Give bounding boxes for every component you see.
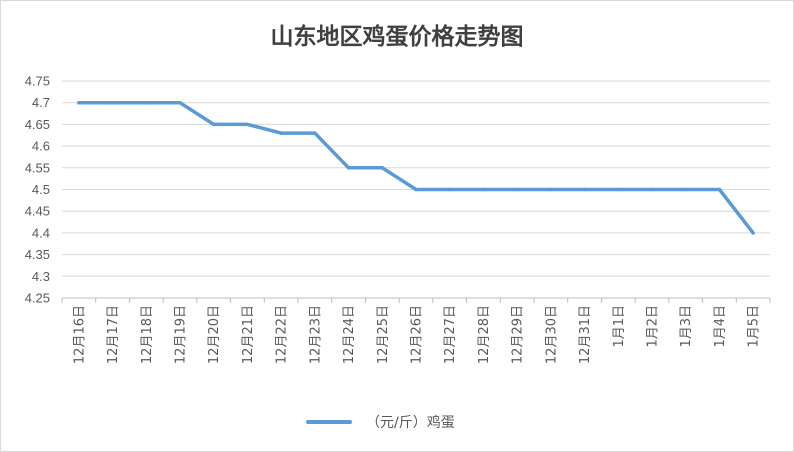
y-tick-label: 4.55 (25, 160, 50, 175)
data-point (448, 187, 452, 192)
data-point (77, 101, 81, 105)
x-tick-label: 12月21日 (241, 305, 256, 364)
x-tick-label: 12月28日 (477, 305, 492, 364)
data-point (245, 122, 250, 127)
x-tick-label: 12月26日 (410, 305, 425, 364)
x-tick-label: 12月22日 (275, 305, 290, 364)
y-tick-label: 4.45 (25, 204, 50, 219)
y-tick-label: 4.25 (25, 291, 50, 306)
x-tick-label: 12月30日 (544, 305, 559, 364)
y-tick-label: 4.3 (32, 269, 50, 284)
x-tick-label: 12月19日 (174, 305, 189, 364)
x-tick-label: 1月3日 (679, 305, 694, 348)
data-point (313, 131, 317, 135)
legend: （元/斤）鸡蛋 (306, 410, 455, 434)
data-point (717, 187, 722, 192)
y-tick-label: 4.6 (32, 139, 50, 154)
data-point (515, 187, 519, 192)
data-point (751, 231, 755, 235)
y-tick-label: 4.5 (32, 182, 50, 197)
y-tick-label: 4.35 (25, 247, 50, 262)
x-tick-label: 12月27日 (443, 305, 458, 364)
y-tick-label: 4.75 (25, 74, 50, 89)
gridlines (62, 80, 770, 277)
data-point (178, 101, 182, 105)
y-tick-label: 4.65 (25, 117, 50, 132)
y-tick-label: 4.7 (32, 95, 50, 110)
data-point (549, 187, 553, 192)
x-tick-label: 12月23日 (308, 305, 323, 364)
x-tick-label: 1月5日 (747, 305, 762, 348)
data-point (279, 131, 283, 135)
x-tick-label: 12月18日 (140, 305, 155, 364)
x-tick-label: 12月16日 (72, 305, 87, 364)
data-point (481, 187, 486, 192)
data-point (650, 187, 654, 192)
data-point (616, 187, 620, 192)
x-tick-label: 12月20日 (207, 305, 222, 364)
legend-swatch (306, 420, 352, 424)
data-point (212, 122, 216, 127)
data-point (110, 101, 115, 105)
series-layer (77, 100, 755, 235)
x-tick-label: 12月31日 (578, 305, 593, 364)
data-point (684, 187, 688, 192)
y-tick-label: 4.4 (32, 225, 50, 240)
data-point (414, 187, 418, 192)
x-tick-label: 1月1日 (612, 305, 627, 348)
x-tick-label: 12月25日 (376, 305, 391, 364)
data-point (346, 166, 351, 170)
chart-title: 山东地区鸡蛋价格走势图 (270, 24, 524, 50)
x-tick-label: 12月17日 (106, 305, 121, 364)
x-tick-label: 12月29日 (511, 305, 526, 364)
legend-label: （元/斤）鸡蛋 (366, 415, 455, 431)
x-tick-label: 12月24日 (342, 305, 357, 364)
x-tick-label: 1月4日 (713, 305, 728, 348)
data-point (144, 101, 148, 105)
axes: 4.25 4.3 4.35 4.4 4.45 4.5 4.55 4.6 4.65 4.7 4.75 1… (25, 74, 771, 364)
data-point (582, 187, 587, 192)
x-tick-label: 1月2日 (646, 305, 661, 348)
data-point (380, 166, 384, 170)
